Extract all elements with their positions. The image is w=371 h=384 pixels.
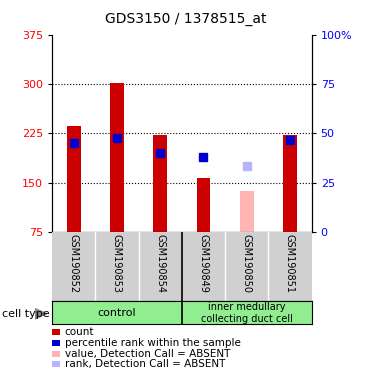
Bar (110, 83, 124, 232)
Text: GSM190849: GSM190849 (198, 234, 209, 293)
Text: value, Detection Call = ABSENT: value, Detection Call = ABSENT (65, 349, 230, 359)
Text: GSM190854: GSM190854 (155, 234, 165, 293)
Text: percentile rank within the sample: percentile rank within the sample (65, 338, 240, 348)
Text: GSM190851: GSM190851 (285, 234, 295, 293)
Text: GSM190853: GSM190853 (112, 234, 122, 293)
Bar (153, 136, 167, 232)
Text: GSM190852: GSM190852 (69, 234, 79, 293)
Text: rank, Detection Call = ABSENT: rank, Detection Call = ABSENT (65, 359, 225, 369)
Text: cell type: cell type (2, 309, 49, 319)
Bar (197, 178, 210, 232)
Bar (240, 191, 254, 232)
Bar (283, 136, 297, 232)
Text: GSM190850: GSM190850 (242, 234, 252, 293)
Text: count: count (65, 327, 94, 337)
Text: inner medullary
collecting duct cell: inner medullary collecting duct cell (201, 302, 293, 324)
Text: GDS3150 / 1378515_at: GDS3150 / 1378515_at (105, 12, 266, 26)
Bar (67, 126, 81, 232)
Polygon shape (35, 308, 47, 319)
Text: control: control (98, 308, 136, 318)
